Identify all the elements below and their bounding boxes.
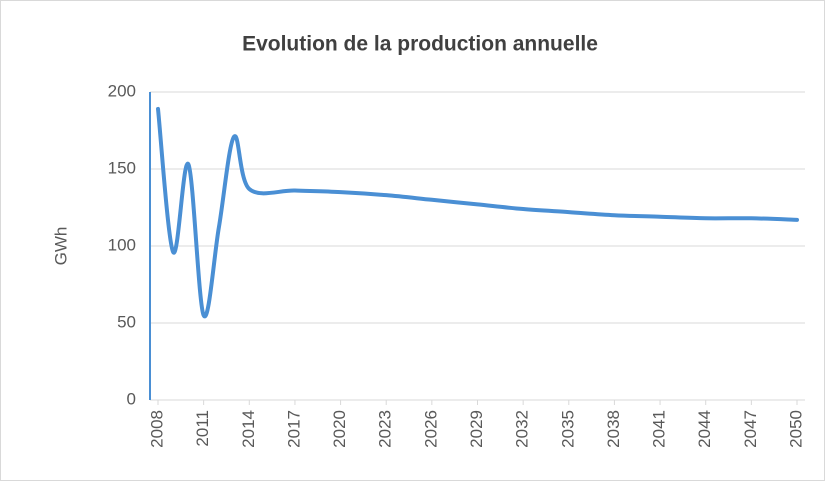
x-tick-label: 2017: [284, 410, 303, 448]
x-tick-label: 2035: [558, 410, 577, 448]
y-tick-label: 0: [127, 389, 136, 408]
x-tick-label: 2023: [376, 410, 395, 448]
x-tick-label: 2050: [786, 410, 805, 448]
x-tick-label: 2020: [330, 410, 349, 448]
x-tick-label: 2026: [421, 410, 440, 448]
x-tick-label: 2047: [741, 410, 760, 448]
y-tick-label: 150: [108, 158, 136, 177]
y-tick-label: 50: [117, 312, 136, 331]
x-tick-label: 2014: [239, 410, 258, 448]
x-tick-label: 2029: [467, 410, 486, 448]
data-line: [156, 106, 799, 319]
y-tick-label: 200: [108, 81, 136, 100]
chart-title: Evolution de la production annuelle: [242, 33, 598, 56]
y-axis-label: GWh: [51, 227, 70, 266]
x-tick-label: 2041: [650, 410, 669, 448]
x-tick-label: 2038: [604, 410, 623, 448]
x-tick-label: 2011: [193, 410, 212, 447]
x-tick-label: 2044: [695, 410, 714, 448]
x-tick-label: 2032: [513, 410, 532, 448]
x-tick-label: 2008: [147, 410, 166, 448]
y-tick-label: 100: [108, 235, 136, 254]
